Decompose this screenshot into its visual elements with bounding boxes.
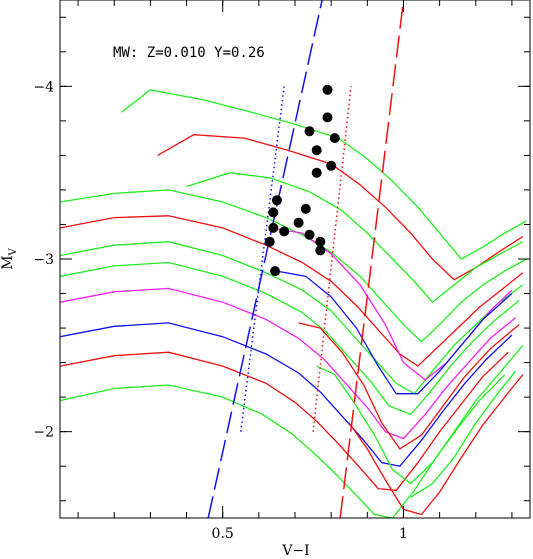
y-axis-label-sub: V xyxy=(8,247,19,256)
isochrone-line-12 xyxy=(276,270,513,395)
star-point-1 xyxy=(322,112,333,123)
isochrone-line-5 xyxy=(60,241,524,395)
star-point-9 xyxy=(300,203,311,214)
y-axis-label: MV xyxy=(0,247,19,269)
isochrone-line-0 xyxy=(121,89,527,260)
chart-annotation: MW: Z=0.010 Y=0.26 xyxy=(113,45,265,61)
isochrone-line-14 xyxy=(316,344,524,485)
x-axis-label: V−I xyxy=(281,543,309,559)
isochrone-line-13 xyxy=(298,322,520,450)
isochrone-line-9 xyxy=(60,351,509,492)
star-point-13 xyxy=(304,229,315,240)
isochrone-line-3 xyxy=(60,189,527,343)
isochrone-line-8 xyxy=(60,322,513,467)
isochrone-line-6 xyxy=(60,261,520,416)
star-point-11 xyxy=(268,222,279,233)
isochrone-line-2 xyxy=(186,172,524,304)
star-point-0 xyxy=(322,84,333,95)
star-point-5 xyxy=(326,160,337,171)
y-tick-label: −4 xyxy=(33,79,54,95)
isochrone-line-1 xyxy=(157,134,524,281)
star-point-12 xyxy=(279,226,290,237)
isochrone-line-16 xyxy=(410,370,517,498)
star-point-2 xyxy=(329,133,340,144)
isochrone-line-7 xyxy=(60,287,516,440)
star-point-8 xyxy=(268,207,279,218)
isochrone-line-4 xyxy=(60,215,524,367)
x-tick-label: 0.5 xyxy=(212,526,234,542)
star-point-7 xyxy=(271,195,282,206)
instability-strip-edge-17 xyxy=(207,0,323,518)
star-point-3 xyxy=(304,126,315,137)
isochrone-line-10 xyxy=(60,374,506,518)
svg-text:MV: MV xyxy=(0,247,19,269)
axis-ticks xyxy=(60,0,530,518)
star-point-16 xyxy=(315,245,326,256)
isochrone-line-15 xyxy=(348,374,524,516)
data-points xyxy=(264,84,340,277)
star-point-17 xyxy=(270,266,281,277)
axis-tick-labels: 0.5 1 −2 −3 −4 xyxy=(33,79,408,542)
y-tick-label: −3 xyxy=(33,252,54,268)
x-tick-label: 1 xyxy=(399,526,408,542)
star-point-6 xyxy=(311,167,322,178)
star-point-10 xyxy=(293,217,304,228)
isochrone-curves xyxy=(60,0,527,518)
y-tick-label: −2 xyxy=(33,425,54,441)
instability-strip-edge-19 xyxy=(240,86,285,432)
star-point-14 xyxy=(315,236,326,247)
y-axis-label-main: M xyxy=(0,255,16,269)
star-point-4 xyxy=(311,145,322,156)
star-point-15 xyxy=(264,236,275,247)
